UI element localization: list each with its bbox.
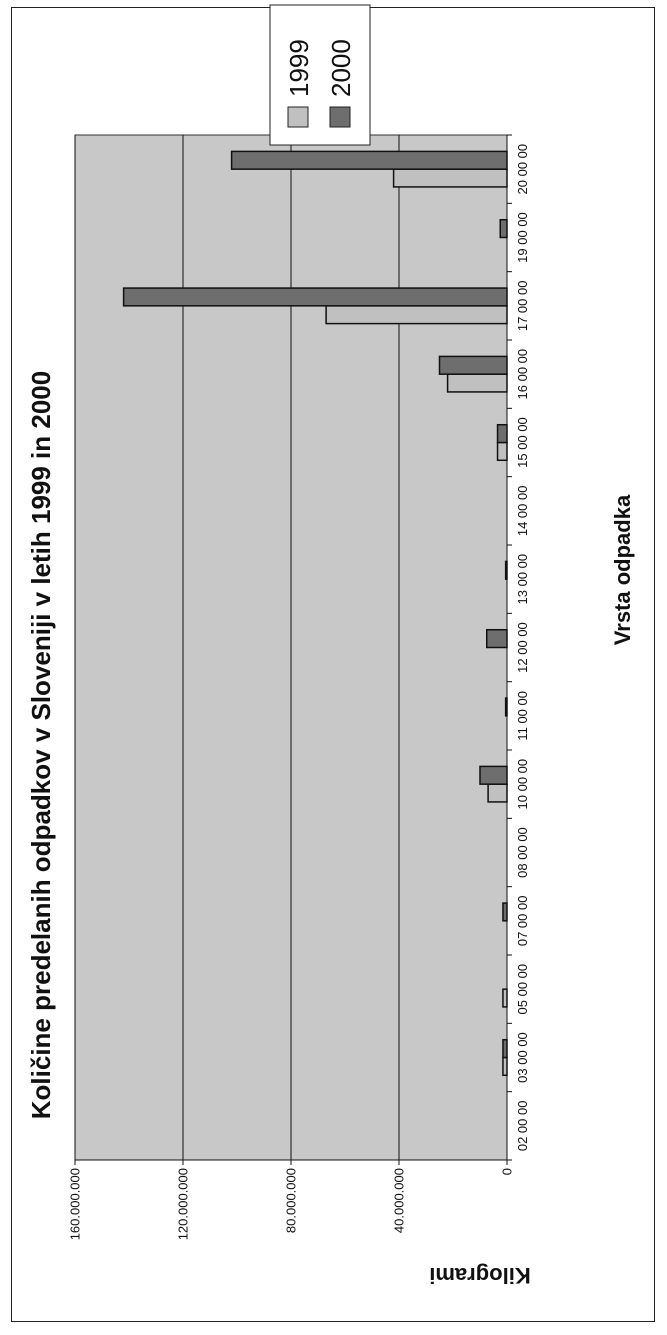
- bar-2000-120000: [486, 628, 508, 649]
- x-tick-label: 13 00 00: [515, 554, 530, 605]
- bar-2000-110000: [504, 697, 508, 717]
- bar-1999-160000: [446, 373, 508, 393]
- bar-1999-150000: [496, 441, 508, 462]
- bar-1999-100000: [487, 783, 508, 803]
- bar-1999-030000: [502, 1056, 508, 1077]
- y-axis-label: Kilogrami: [429, 1263, 530, 1288]
- x-tick-label: 11 00 00: [515, 691, 530, 741]
- bar-1999-050000: [502, 988, 508, 1008]
- x-tick-label: 15 00 00: [515, 417, 530, 468]
- bar-2000-150000: [496, 423, 508, 444]
- x-tick-label: 08 00 00: [515, 827, 530, 878]
- legend-swatch-1999: [287, 106, 309, 128]
- bar-1999-200000: [392, 168, 508, 188]
- x-tick-label: 20 00 00: [515, 144, 530, 195]
- bar-2000-190000: [499, 218, 508, 239]
- legend-swatch-2000: [329, 106, 351, 128]
- legend-label-1999: 1999: [284, 39, 314, 97]
- y-tick-label: 0: [500, 1168, 515, 1175]
- legend: 1999 2000: [269, 4, 371, 146]
- chart-title: Količine predelanih odpadkov v Sloveniji…: [26, 371, 56, 1119]
- x-tick-label: 03 00 00: [515, 1032, 530, 1083]
- bar-2000-170000: [122, 287, 508, 307]
- y-tick-label: 40.000.000: [392, 1168, 407, 1233]
- y-tick-label: 120.000.000: [176, 1168, 191, 1240]
- x-tick-label: 10 00 00: [515, 759, 530, 810]
- x-tick-label: 17 00 00: [515, 281, 530, 332]
- x-tick-label: 12 00 00: [515, 622, 530, 673]
- bar-2000-030000: [502, 1038, 508, 1059]
- x-tick-label: 14 00 00: [515, 486, 530, 537]
- y-tick-label: 80.000.000: [284, 1168, 299, 1233]
- x-tick-label: 05 00 00: [515, 964, 530, 1015]
- x-axis-label: Vrsta odpadka: [610, 494, 635, 645]
- bar-2000-130000: [504, 560, 508, 580]
- legend-label-2000: 2000: [326, 39, 356, 97]
- bar-2000-200000: [230, 150, 508, 170]
- y-tick-label: 160.000.000: [68, 1168, 83, 1240]
- x-tick-label: 19 00 00: [515, 212, 530, 263]
- bar-2000-160000: [438, 355, 508, 375]
- bar-2000-070000: [502, 902, 508, 922]
- x-tick-label: 02 00 00: [515, 1101, 530, 1152]
- x-tick-label: 07 00 00: [515, 896, 530, 947]
- bar-2000-100000: [479, 765, 508, 785]
- x-tick-label: 16 00 00: [515, 349, 530, 400]
- plot-area: 0 40.000.000 80.000.000 120.000.000 160.000.…: [68, 134, 530, 1240]
- bar-1999-170000: [325, 305, 508, 325]
